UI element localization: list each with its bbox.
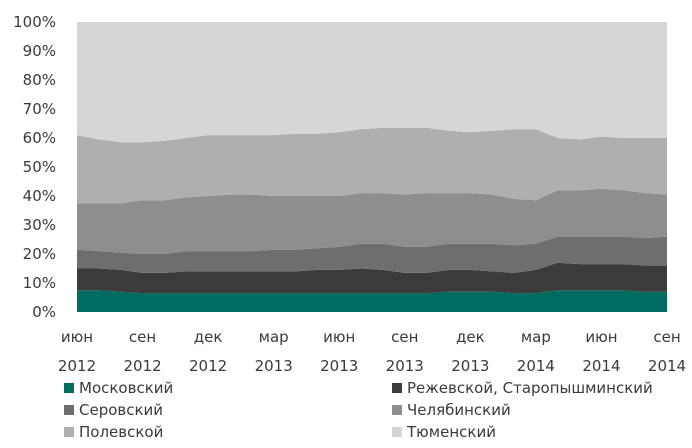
x-tick-year: 2013 [451, 357, 489, 375]
area-series-0 [77, 290, 667, 312]
y-tick-label: 0% [32, 303, 56, 321]
legend: Московский Режевской, Старопышминский Серо… [64, 379, 653, 441]
x-tick-month: сен [653, 328, 680, 346]
x-tick-month: сен [391, 328, 418, 346]
legend-swatch [64, 427, 74, 437]
y-axis: 0% 10% 20% 30% 40% 50% 60% 70% 80% 90% 100% [13, 13, 56, 321]
legend-label: Режевской, Старопышминский [407, 379, 653, 397]
y-tick-label: 100% [13, 13, 56, 31]
y-tick-label: 70% [23, 100, 56, 118]
x-tick-month: июн [323, 328, 355, 346]
x-tick-year: 2014 [582, 357, 620, 375]
x-tick-month: сен [129, 328, 156, 346]
area-series-2 [77, 236, 667, 273]
area-series-4 [77, 127, 667, 204]
y-tick-label: 10% [23, 274, 56, 292]
x-tick-year: 2012 [58, 357, 96, 375]
x-axis: июн 2012 сен 2012 дек 2012 мар 2013 июн 2013 сен 20… [58, 328, 686, 375]
y-tick-label: 80% [23, 71, 56, 89]
y-tick-label: 40% [23, 187, 56, 205]
legend-swatch [392, 383, 402, 393]
y-tick-label: 90% [23, 42, 56, 60]
x-tick-month: июн [61, 328, 93, 346]
x-tick-year: 2013 [320, 357, 358, 375]
x-tick-month: дек [456, 328, 485, 346]
legend-swatch [392, 427, 402, 437]
y-tick-label: 20% [23, 245, 56, 263]
area-series-group [77, 22, 667, 312]
legend-label: Московский [79, 379, 173, 397]
x-tick-month: июн [585, 328, 617, 346]
area-series-3 [77, 188, 667, 254]
x-tick-year: 2012 [189, 357, 227, 375]
x-tick-month: дек [194, 328, 223, 346]
y-tick-label: 60% [23, 129, 56, 147]
area-series-1 [77, 262, 667, 294]
legend-swatch [64, 405, 74, 415]
legend-label: Тюменский [406, 423, 496, 441]
x-tick-year: 2014 [648, 357, 686, 375]
x-tick-year: 2013 [255, 357, 293, 375]
legend-label: Серовский [79, 401, 163, 419]
x-tick-year: 2014 [517, 357, 555, 375]
area-series-5 [77, 22, 667, 143]
legend-label: Полевской [79, 423, 163, 441]
y-tick-label: 30% [23, 216, 56, 234]
x-tick-year: 2013 [386, 357, 424, 375]
legend-swatch [392, 405, 402, 415]
legend-label: Челябинский [407, 401, 511, 419]
y-tick-label: 50% [23, 158, 56, 176]
x-tick-month: мар [521, 328, 551, 346]
legend-swatch [64, 383, 74, 393]
x-tick-year: 2012 [123, 357, 161, 375]
x-tick-month: мар [259, 328, 289, 346]
